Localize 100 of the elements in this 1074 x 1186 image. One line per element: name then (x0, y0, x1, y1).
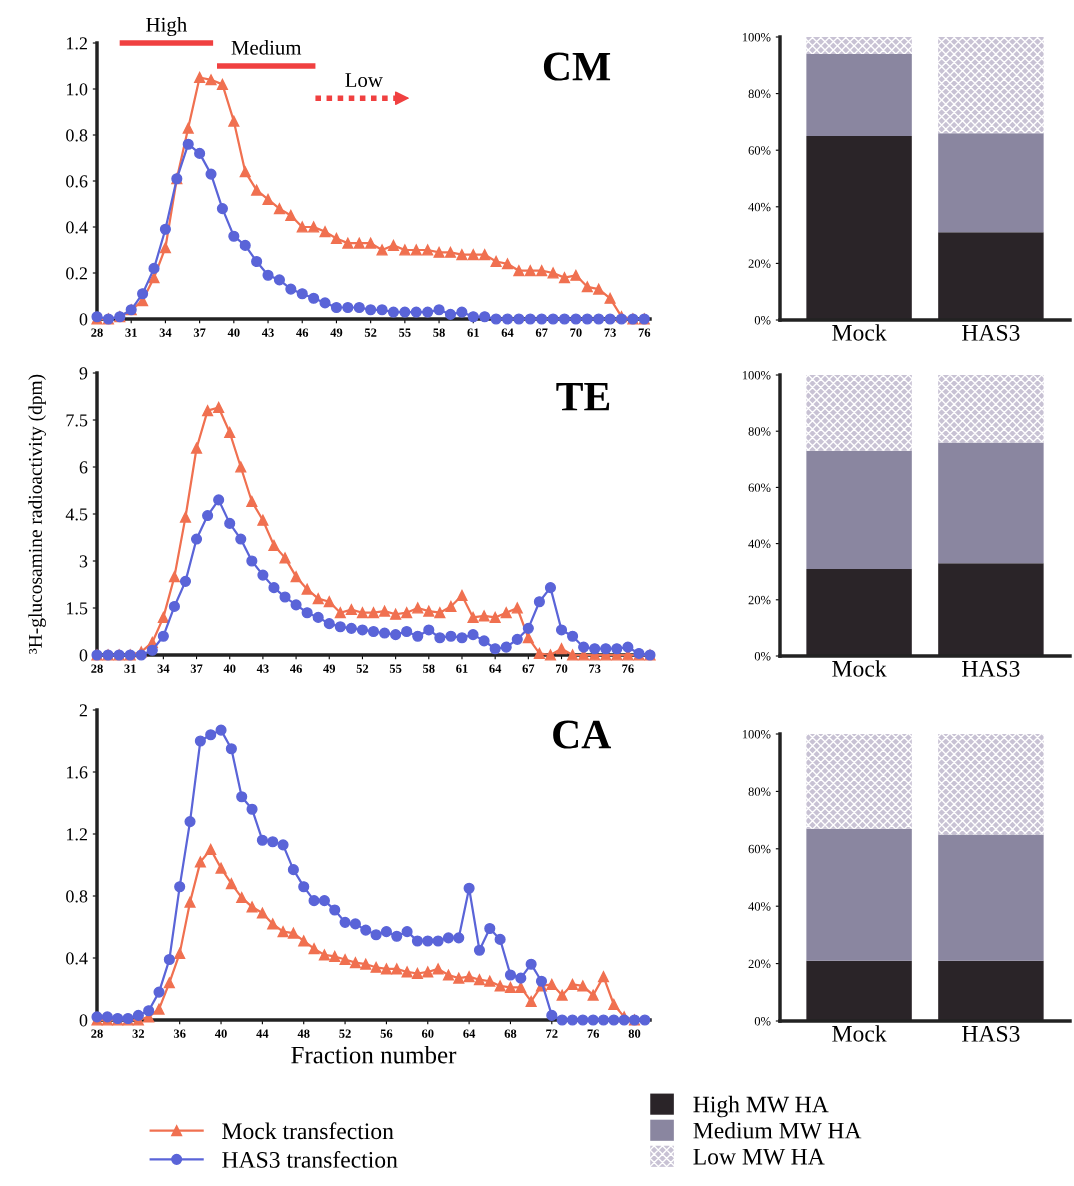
x-tick-label: 55 (389, 664, 402, 673)
y-tick-label: 80% (748, 787, 771, 796)
x-tick-label: 52 (364, 328, 377, 337)
x-tick-label: 60 (421, 1029, 434, 1038)
y-tick-label: 40% (748, 202, 771, 212)
y-tick-label: 4.5 (65, 508, 88, 521)
x-tick-label: 70 (570, 328, 582, 337)
x-tick-label: 37 (193, 328, 206, 337)
x-tick-label: 43 (261, 328, 274, 337)
x-tick-label: Mock (832, 660, 887, 677)
y-tick-label: 20% (748, 259, 771, 268)
y-tick-label: 0% (754, 652, 771, 661)
y-tick-label: 20% (748, 959, 771, 969)
x-tick-label: 28 (91, 1029, 103, 1038)
chart-title: CA (553, 720, 611, 749)
x-tick-label: 31 (124, 664, 136, 673)
annotation: Medium (231, 40, 302, 55)
x-tick-label: 61 (467, 328, 479, 337)
x-tick-label: HAS3 (962, 324, 1020, 341)
x-tick-label: 76 (638, 328, 651, 337)
y-tick-label: 0% (754, 1017, 771, 1026)
x-tick-label: 36 (173, 1029, 186, 1038)
y-tick-label: 100% (742, 33, 771, 42)
legend-label: Low MW HA (693, 1148, 825, 1165)
x-tick-label: 32 (132, 1029, 145, 1038)
y-tick-label: 0 (79, 313, 88, 326)
x-tick-label: 52 (356, 664, 369, 673)
x-tick-label: 67 (522, 664, 535, 673)
y-tick-label: 0.6 (66, 175, 88, 188)
x-tick-label: Mock (832, 324, 887, 341)
y-tick-label: 1.5 (66, 602, 88, 615)
y-tick-label: 7.5 (66, 414, 88, 427)
x-tick-label: 34 (157, 664, 170, 673)
y-tick-label: 40% (748, 539, 771, 549)
y-tick-label: 60% (748, 483, 771, 492)
x-tick-label: 58 (423, 664, 435, 673)
y-tick-label: 3 (79, 555, 88, 568)
x-tick-label: 40 (223, 664, 236, 673)
x-tick-label: 56 (380, 1029, 393, 1038)
x-tick-label: Mock (832, 1025, 887, 1042)
y-tick-label: 0.8 (66, 890, 88, 903)
y-axis-title: ³H-glucosamine radioactivity (dpm) (28, 374, 46, 654)
x-tick-label: 72 (546, 1029, 558, 1038)
y-tick-label: 0.8 (66, 129, 88, 142)
x-tick-label: 70 (555, 664, 568, 673)
legend-label: High MW HA (693, 1095, 829, 1118)
y-tick-label: 20% (748, 595, 771, 605)
x-tick-label: 28 (91, 328, 103, 337)
x-axis-title: Fraction number (291, 1045, 457, 1064)
x-tick-label: 76 (587, 1029, 600, 1038)
y-tick-label: 2 (79, 704, 87, 717)
x-tick-label: 58 (433, 328, 445, 337)
y-tick-label: 60% (748, 146, 771, 155)
legend-label: Medium MW HA (693, 1121, 862, 1139)
y-tick-label: 0 (79, 649, 88, 662)
x-tick-label: 46 (290, 664, 302, 673)
x-tick-label: 49 (330, 328, 343, 337)
y-tick-label: 80% (748, 89, 771, 99)
x-tick-label: 68 (504, 1029, 517, 1038)
y-tick-label: 0.4 (66, 952, 88, 965)
x-tick-label: 46 (296, 328, 309, 337)
x-tick-label: 49 (323, 664, 336, 673)
x-tick-label: 44 (256, 1029, 269, 1038)
x-tick-label: 40 (214, 1029, 227, 1038)
y-tick-label: 0.4 (66, 221, 88, 234)
x-tick-label: HAS3 (962, 1025, 1020, 1042)
x-tick-label: 43 (256, 664, 269, 673)
text: High (146, 17, 187, 37)
y-tick-label: 0 (79, 1014, 88, 1027)
y-tick-label: 80% (748, 427, 771, 436)
x-tick-label: 52 (339, 1029, 351, 1038)
y-tick-label: 60% (748, 844, 771, 854)
chart-title: TE (556, 383, 610, 411)
x-tick-label: 73 (589, 664, 601, 673)
y-tick-label: 0.2 (66, 267, 87, 280)
x-tick-label: 48 (297, 1029, 310, 1038)
x-tick-label: 37 (190, 664, 203, 673)
x-tick-label: 55 (399, 328, 411, 337)
annotation: Low (345, 73, 383, 88)
chart-title: CM (543, 52, 611, 81)
y-tick-label: 1.2 (66, 828, 87, 841)
y-tick-label: 1.0 (66, 83, 88, 96)
x-tick-label: 76 (622, 664, 634, 673)
y-tick-label: 6 (79, 461, 88, 474)
x-tick-label: 40 (227, 328, 240, 337)
y-tick-label: 9 (79, 367, 88, 380)
x-tick-label: 31 (125, 328, 137, 337)
legend-label: Mock transfection (222, 1122, 394, 1140)
x-tick-label: 34 (159, 328, 172, 337)
legend-label: HAS3 transfection (222, 1150, 398, 1168)
x-tick-label: 28 (91, 664, 103, 673)
x-tick-label: 64 (463, 1029, 476, 1038)
x-tick-label: 64 (489, 664, 502, 673)
x-tick-label: 61 (456, 664, 468, 673)
y-tick-label: 100% (742, 371, 771, 380)
x-tick-label: 67 (535, 328, 548, 337)
y-tick-label: 40% (748, 902, 771, 911)
y-tick-label: 100% (742, 730, 771, 739)
y-tick-label: 1.2 (66, 37, 87, 50)
x-tick-label: 73 (604, 328, 616, 337)
